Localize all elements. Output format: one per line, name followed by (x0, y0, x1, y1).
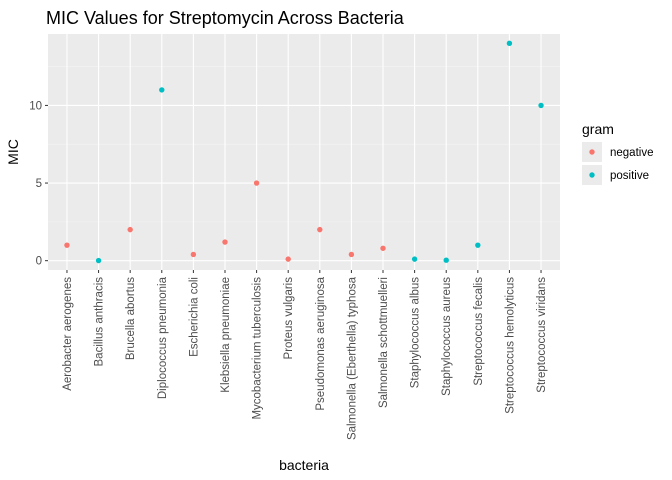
legend: gram negative positive (582, 121, 653, 185)
x-axis-ticks: Aerobacter aerogenes Bacillus anthracis Br… (62, 270, 548, 440)
data-points (64, 40, 544, 264)
data-point (411, 256, 418, 262)
data-point (380, 245, 386, 251)
x-tick-label: Bacillus anthracis (94, 277, 106, 367)
y-axis-ticks: 0 5 10 (29, 100, 48, 268)
plot-panel (48, 34, 560, 270)
x-tick-label: Staphylococcus albus (410, 277, 422, 388)
data-point (443, 257, 449, 263)
grid-major (48, 34, 560, 270)
legend-marker (589, 172, 595, 178)
data-point (285, 256, 291, 262)
x-tick-label: Salmonella (Eberthella) typhosa (346, 276, 358, 440)
x-axis-title: bacteria (279, 457, 329, 473)
data-point (253, 180, 260, 186)
x-tick-label: Proteus vulgaris (283, 277, 295, 360)
data-point (538, 102, 544, 109)
legend-label: negative (610, 147, 653, 159)
data-point (506, 40, 513, 47)
chart-title: MIC Values for Streptomycin Across Bacte… (46, 8, 405, 28)
grid-minor (48, 66, 560, 223)
data-point (159, 87, 165, 93)
y-axis-title: MIC (5, 139, 21, 165)
data-point (348, 251, 355, 258)
x-tick-label: Streptococcus hemolyticus (504, 277, 516, 414)
x-tick-label: Salmonella schottmuelleri (378, 277, 390, 408)
data-point (190, 251, 197, 258)
x-tick-label: Escherichia coli (188, 277, 200, 357)
x-tick-label: Brucella abortus (125, 277, 137, 360)
data-point (95, 257, 102, 264)
legend-label: positive (610, 170, 649, 182)
data-point (475, 242, 481, 248)
legend-marker (589, 149, 595, 155)
data-point (127, 226, 133, 233)
data-point (317, 226, 323, 233)
x-tick-label: Diplococcus pneumonia (157, 276, 169, 399)
x-tick-label: Klebsiella pneumoniae (220, 277, 232, 393)
data-point (222, 239, 228, 245)
x-tick-label: Streptococcus viridans (536, 277, 548, 393)
x-tick-label: Aerobacter aerogenes (62, 277, 74, 391)
data-point (64, 242, 70, 248)
legend-title: gram (582, 121, 614, 137)
y-tick-label: 10 (29, 100, 42, 112)
x-tick-label: Pseudomonas aeruginosa (315, 276, 327, 410)
x-tick-label: Mycobacterium tuberculosis (252, 277, 264, 420)
y-tick-label: 0 (36, 256, 42, 268)
x-tick-label: Streptococcus fecalis (473, 277, 485, 386)
y-tick-label: 5 (36, 178, 42, 190)
x-tick-label: Staphylococcus aureus (441, 277, 453, 396)
